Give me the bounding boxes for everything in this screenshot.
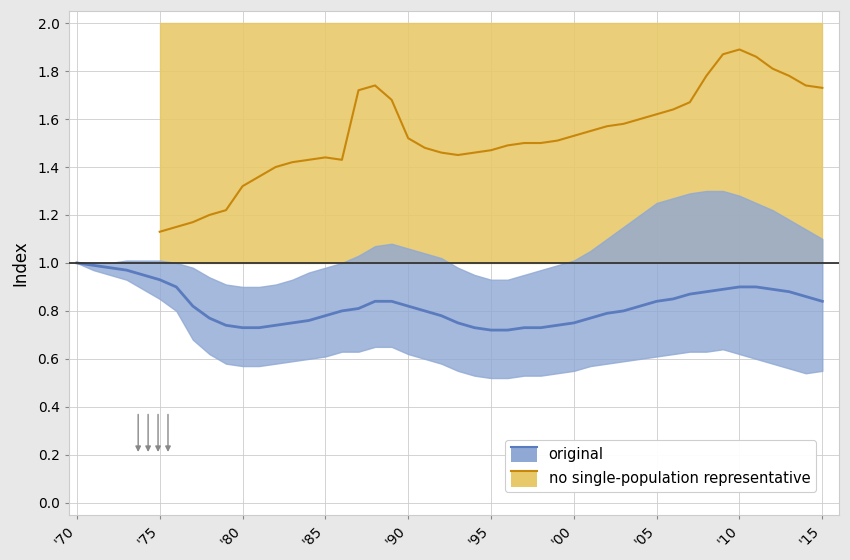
Y-axis label: Index: Index bbox=[11, 240, 29, 286]
Legend: original, no single-population representative: original, no single-population represent… bbox=[505, 440, 816, 492]
